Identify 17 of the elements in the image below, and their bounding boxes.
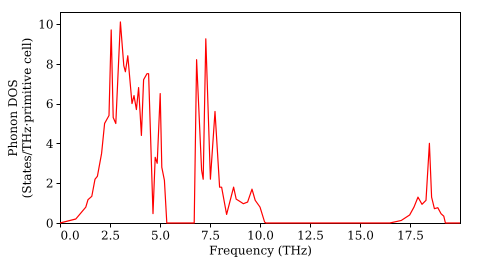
y-tick-label: 0 xyxy=(46,216,54,230)
y-tick-label: 10 xyxy=(38,17,54,32)
x-axis-title: Frequency (THz) xyxy=(209,244,312,258)
x-tick-label: 17.5 xyxy=(397,228,424,242)
x-tick-label: 0.0 xyxy=(60,228,80,242)
x-tick-label: 5.0 xyxy=(150,228,170,242)
x-tick-label: 10.0 xyxy=(247,228,274,242)
line-series xyxy=(59,21,461,224)
x-tick-label: 15.0 xyxy=(347,228,374,242)
x-tick-label: 7.5 xyxy=(200,228,220,242)
x-tick-label: 12.5 xyxy=(297,228,324,242)
y-tick-label: 6 xyxy=(46,97,54,112)
y-tick-label: 2 xyxy=(46,176,54,191)
y-axis-title: Phonon DOS (States/THz·primitive cell) xyxy=(6,38,34,198)
y-tick-label: 4 xyxy=(46,136,54,151)
y-tick-label: 8 xyxy=(46,57,54,72)
x-tick-label: 2.5 xyxy=(100,228,120,242)
